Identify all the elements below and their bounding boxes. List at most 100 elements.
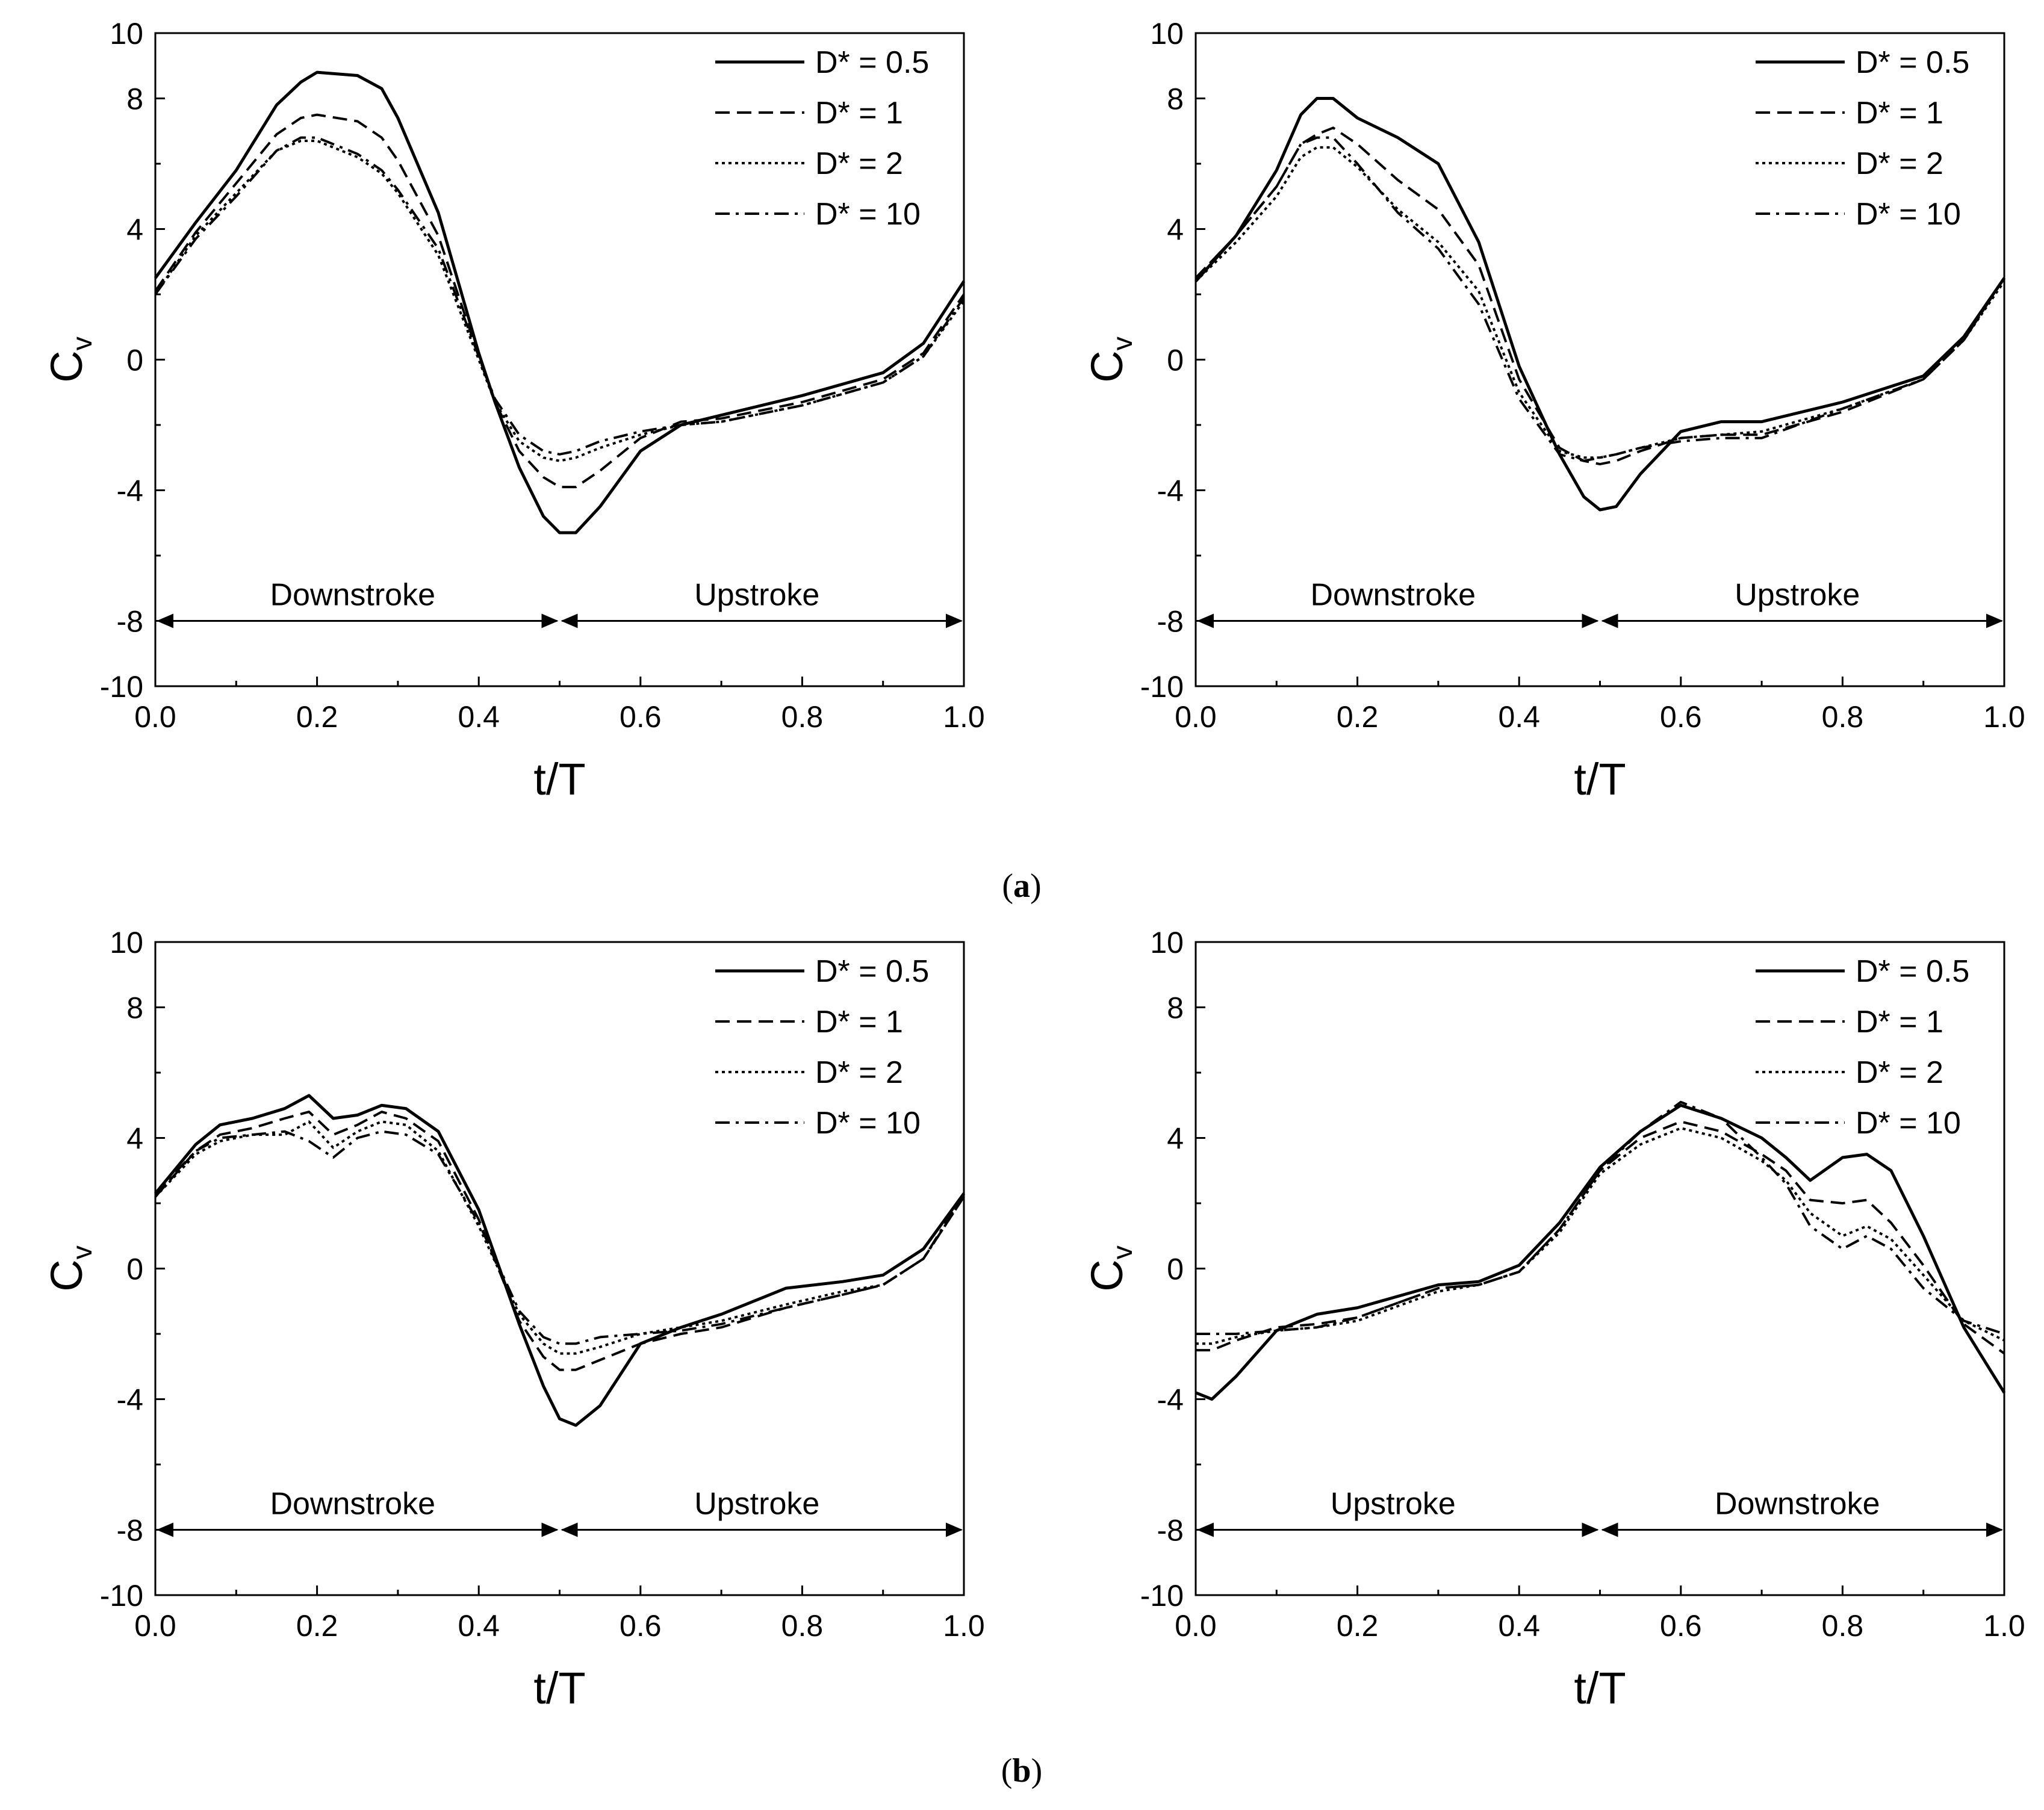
- y-tick-label: -4: [117, 1383, 143, 1417]
- x-axis-label: t/T: [533, 754, 585, 804]
- x-tick-label: 0.6: [620, 1609, 662, 1643]
- legend-label-4: D* = 10: [1856, 197, 1961, 232]
- series-line-4: [154, 1130, 965, 1345]
- x-tick-label: 0.8: [781, 700, 824, 734]
- phase-arrowhead-right: [1582, 1522, 1599, 1537]
- y-tick-label: 8: [1167, 82, 1184, 116]
- x-tick-label: 0.2: [296, 1609, 338, 1643]
- x-tick-label: 0.0: [134, 700, 176, 734]
- series-line-3: [1196, 1127, 2005, 1345]
- series-line-3: [154, 1120, 965, 1355]
- legend-label-1: D* = 0.5: [815, 45, 929, 80]
- x-tick-label: 0.2: [1337, 1609, 1379, 1643]
- y-tick-label: -4: [117, 474, 143, 508]
- x-tick-label: 0.0: [134, 1609, 176, 1643]
- x-axis-label: t/T: [1574, 1663, 1626, 1713]
- y-tick-label: 10: [110, 17, 143, 51]
- phase-arrowhead-left: [1197, 1522, 1214, 1537]
- legend-label-1: D* = 0.5: [1856, 45, 1969, 80]
- x-tick-label: 0.8: [781, 1609, 824, 1643]
- y-axis-label-subscript: v: [66, 336, 98, 350]
- y-axis-label-subscript: v: [66, 1245, 98, 1259]
- y-axis-label-subscript: v: [1107, 1245, 1138, 1259]
- x-tick-label: 0.0: [1175, 700, 1217, 734]
- legend-label-3: D* = 2: [1856, 146, 1943, 181]
- y-tick-label: 4: [126, 1122, 143, 1156]
- y-axis-label-group: Cv: [42, 1245, 98, 1291]
- phase-arrowhead-left: [1601, 1522, 1618, 1537]
- caption-a: (a): [1002, 867, 1042, 905]
- plot-frame: [1194, 941, 2005, 1596]
- phase-arrowhead-right: [541, 613, 559, 628]
- y-axis-label-group: Cv: [1082, 336, 1138, 382]
- legend-label-2: D* = 1: [1856, 1005, 1943, 1040]
- legend-label-2: D* = 1: [815, 1005, 903, 1040]
- chart-panel-b-right: 10 8 4 0 -4 -8 -100.0 0.2 0.4 0.6 0.8 1.0 t/T Cv Upstr…: [1082, 926, 2025, 1713]
- y-tick-label: 0: [126, 344, 143, 377]
- phase-label: Upstroke: [1331, 1487, 1456, 1522]
- x-tick-label: 0.4: [1498, 700, 1540, 734]
- legend-label-4: D* = 10: [815, 1106, 921, 1141]
- phase-arrowhead-right: [1986, 613, 2003, 628]
- caption-b: (b): [1001, 1752, 1043, 1790]
- x-tick-label: 1.0: [1983, 700, 2025, 734]
- phase-arrowhead-left: [1601, 613, 1618, 628]
- legend-label-4: D* = 10: [1856, 1106, 1961, 1141]
- legend-label-1: D* = 0.5: [815, 954, 929, 989]
- legend-label-3: D* = 2: [815, 1055, 903, 1090]
- y-tick-label: -4: [1157, 474, 1184, 508]
- chart-panel-a-right: 10 8 4 0 -4 -8 -100.0 0.2 0.4 0.6 0.8 1.0 t/T Cv Downs…: [1082, 17, 2025, 804]
- series-line-3: [154, 140, 965, 462]
- caption-a-letter: a: [1013, 867, 1030, 905]
- x-tick-label: 0.8: [1822, 1609, 1864, 1643]
- legend-label-4: D* = 10: [815, 197, 921, 232]
- y-tick-label: 10: [1150, 17, 1184, 51]
- x-axis-label: t/T: [1574, 754, 1626, 804]
- x-tick-label: 0.4: [458, 1609, 500, 1643]
- y-tick-label: 4: [126, 213, 143, 247]
- series-line-2: [1196, 1120, 2005, 1355]
- caption-b-letter: b: [1012, 1752, 1031, 1790]
- y-tick-label: -8: [117, 605, 143, 639]
- y-axis-label: Cv: [1082, 1245, 1138, 1291]
- x-axis-label: t/T: [533, 1663, 585, 1713]
- legend-label-2: D* = 1: [815, 96, 903, 131]
- y-tick-label: -4: [1157, 1383, 1184, 1417]
- x-tick-label: 0.2: [296, 700, 338, 734]
- series-line-4: [1196, 1100, 2005, 1335]
- phase-arrowhead-left: [157, 1522, 173, 1537]
- x-tick-label: 0.6: [1660, 700, 1702, 734]
- series-line-1: [1195, 1103, 2006, 1401]
- y-tick-label: -10: [100, 670, 143, 704]
- x-tick-label: 0.8: [1822, 700, 1864, 734]
- y-tick-label: 4: [1167, 1122, 1184, 1156]
- phase-label: Downstroke: [1310, 578, 1476, 613]
- legend-label-2: D* = 1: [1856, 96, 1943, 131]
- phase-arrowhead-right: [541, 1522, 559, 1537]
- y-axis-label-subscript: v: [1107, 336, 1138, 350]
- y-tick-label: 0: [1167, 1253, 1184, 1286]
- y-tick-label: 8: [126, 991, 143, 1025]
- x-tick-label: 0.6: [1660, 1609, 1702, 1643]
- series-line-1: [154, 1094, 966, 1427]
- y-tick-label: 8: [126, 82, 143, 116]
- x-tick-label: 0.2: [1337, 700, 1379, 734]
- y-axis-label-group: Cv: [1082, 1245, 1138, 1291]
- phase-label: Upstroke: [694, 1487, 819, 1522]
- phase-label: Downstroke: [270, 578, 435, 613]
- phase-arrowhead-left: [157, 613, 173, 628]
- phase-arrowhead-left: [1197, 613, 1214, 628]
- legend-label-3: D* = 2: [815, 146, 903, 181]
- y-tick-label: -10: [100, 1579, 143, 1613]
- phase-label: Downstroke: [1715, 1487, 1880, 1522]
- series-line-3: [1194, 146, 2005, 459]
- y-tick-label: -10: [1140, 1579, 1184, 1613]
- y-tick-label: 10: [1150, 926, 1184, 959]
- y-axis-label: Cv: [1082, 336, 1138, 382]
- y-tick-label: 0: [126, 1253, 143, 1286]
- phase-arrowhead-right: [1582, 613, 1599, 628]
- y-tick-label: -8: [1157, 1514, 1184, 1548]
- y-axis-label-group: Cv: [42, 336, 98, 382]
- y-tick-label: -8: [117, 1514, 143, 1548]
